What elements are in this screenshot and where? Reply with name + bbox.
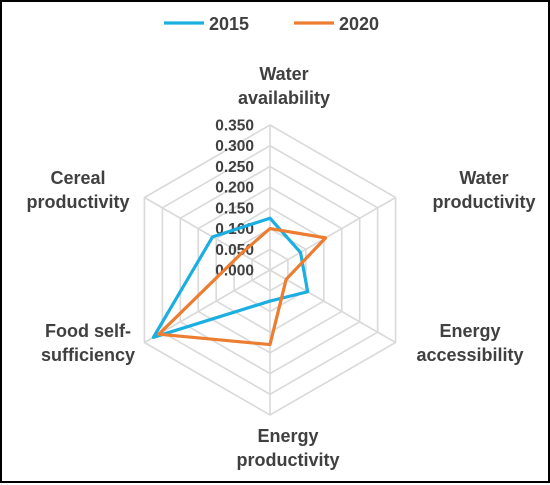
tick-label: 0.050 xyxy=(215,242,254,259)
series-line-2020 xyxy=(157,226,328,347)
tick-label: 0.250 xyxy=(215,159,254,176)
radar-series xyxy=(151,216,328,347)
radar-axes xyxy=(144,125,396,415)
series-line-2015 xyxy=(151,216,310,339)
axis-spoke xyxy=(269,196,396,271)
legend-label-2020: 2020 xyxy=(339,14,379,34)
category-label: Cereal productivity xyxy=(26,168,129,212)
tick-label: 0.350 xyxy=(215,118,254,135)
category-label: Energy productivity xyxy=(236,426,339,470)
radar-category-labels: Water availability Water productivity Energy… xyxy=(26,64,535,470)
tick-label: 0.150 xyxy=(215,200,254,217)
category-label: Water availability xyxy=(238,64,330,108)
axis-spoke xyxy=(269,269,396,344)
category-label: Food self-sufficiency xyxy=(41,321,135,365)
tick-label: 0.300 xyxy=(215,138,254,155)
tick-label: 0.000 xyxy=(215,263,254,280)
category-label: Energy accessibility xyxy=(416,321,523,365)
chart-legend: 2015 2020 xyxy=(164,14,379,34)
axis-spoke xyxy=(144,269,271,344)
legend-label-2015: 2015 xyxy=(209,14,249,34)
axis-spoke xyxy=(144,196,271,271)
tick-label: 0.200 xyxy=(215,180,254,197)
category-label: Water productivity xyxy=(432,168,535,212)
